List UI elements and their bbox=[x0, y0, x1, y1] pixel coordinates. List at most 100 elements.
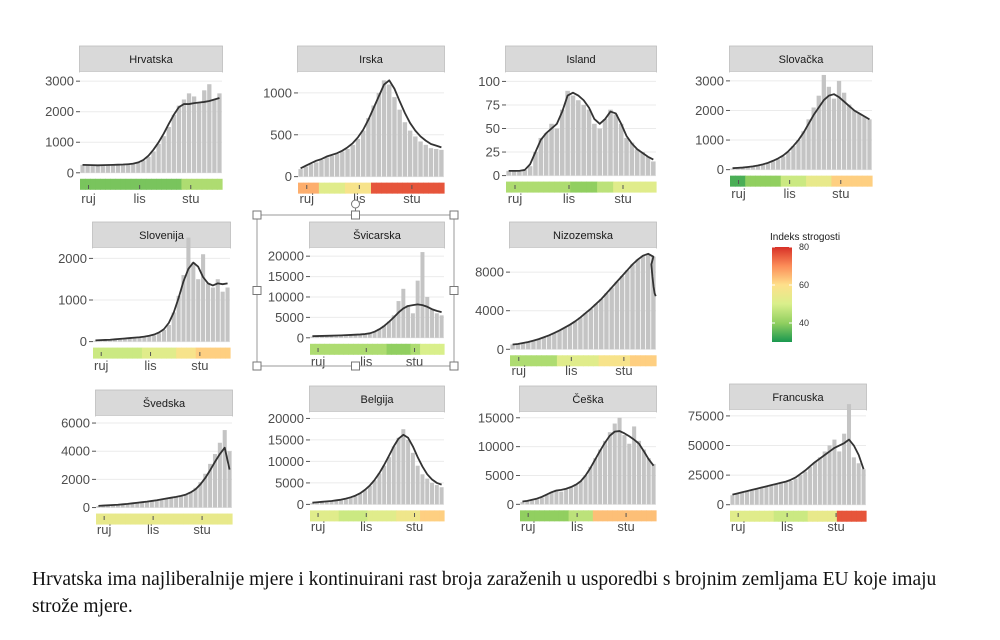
daily-cases-bar bbox=[510, 344, 515, 350]
stringency-cell bbox=[137, 347, 143, 359]
rotate-handle[interactable] bbox=[351, 199, 360, 209]
daily-cases-bar bbox=[205, 283, 211, 342]
daily-cases-bar bbox=[439, 149, 444, 177]
y-tick-label: 0 bbox=[717, 497, 724, 512]
stringency-cell bbox=[581, 181, 587, 193]
daily-cases-bar bbox=[215, 279, 220, 342]
daily-cases-bar bbox=[522, 169, 528, 176]
stringency-cell bbox=[225, 347, 231, 359]
stringency-cell bbox=[215, 347, 221, 359]
stringency-cell bbox=[183, 513, 189, 525]
stringency-cell bbox=[429, 510, 436, 522]
stringency-cell bbox=[206, 178, 213, 190]
daily-cases-bar bbox=[812, 462, 818, 505]
stringency-cell bbox=[598, 355, 605, 367]
stringency-cell bbox=[783, 510, 789, 522]
stringency-cell bbox=[790, 175, 797, 187]
daily-cases-bar bbox=[803, 471, 808, 505]
stringency-cell bbox=[386, 182, 393, 194]
facet-island: Island 0 25 50 75 100 ruj lis stu bbox=[478, 45, 657, 206]
stringency-cell bbox=[360, 182, 367, 194]
daily-cases-bar bbox=[651, 463, 656, 505]
stringency-cell bbox=[338, 343, 345, 355]
stringency-cell bbox=[650, 355, 657, 367]
daily-cases-bar bbox=[141, 160, 146, 173]
daily-cases-bar bbox=[186, 237, 191, 342]
x-tick-label: stu bbox=[615, 363, 632, 378]
stringency-cell bbox=[623, 181, 630, 193]
stringency-cell bbox=[146, 347, 153, 359]
stringency-cell bbox=[141, 347, 148, 359]
daily-cases-bar bbox=[207, 84, 212, 173]
daily-cases-bar bbox=[755, 165, 761, 170]
stringency-cell bbox=[622, 510, 628, 522]
trend-line bbox=[732, 93, 870, 170]
daily-cases-bar bbox=[310, 503, 315, 505]
resize-handle[interactable] bbox=[252, 210, 262, 220]
daily-cases-bar bbox=[593, 458, 598, 505]
x-tick-label: stu bbox=[403, 191, 420, 206]
daily-cases-bar bbox=[554, 128, 560, 176]
stringency-cell bbox=[386, 343, 392, 355]
stringency-cell bbox=[597, 181, 604, 193]
daily-cases-bar bbox=[842, 433, 847, 505]
stringency-cell bbox=[200, 347, 207, 359]
resize-handle[interactable] bbox=[351, 361, 360, 371]
daily-cases-bar bbox=[166, 126, 171, 173]
stringency-cell bbox=[798, 510, 804, 522]
daily-cases-bar bbox=[225, 287, 230, 342]
resize-handle[interactable] bbox=[252, 361, 262, 371]
daily-cases-bar bbox=[350, 144, 355, 177]
daily-cases-bar bbox=[624, 137, 629, 176]
daily-cases-bar bbox=[188, 492, 193, 508]
stringency-cell bbox=[614, 355, 621, 367]
stringency-cell bbox=[319, 343, 325, 355]
stringency-cell bbox=[400, 343, 407, 355]
daily-cases-bar bbox=[181, 99, 187, 173]
facet-title: Belgija bbox=[360, 394, 394, 406]
trend-line bbox=[98, 446, 231, 507]
daily-cases-bar bbox=[846, 404, 852, 505]
resize-handle[interactable] bbox=[351, 210, 360, 220]
daily-cases-bar bbox=[382, 465, 387, 505]
stringency-cell bbox=[415, 343, 421, 355]
stringency-cell bbox=[156, 178, 162, 190]
stringency-cell bbox=[324, 510, 330, 522]
stringency-cell bbox=[112, 347, 119, 359]
selection-frame[interactable] bbox=[252, 199, 459, 371]
daily-cases-bar bbox=[391, 446, 396, 505]
stringency-cell bbox=[350, 182, 356, 194]
stringency-cell bbox=[522, 181, 529, 193]
trend-line bbox=[522, 430, 655, 503]
stringency-cell bbox=[227, 513, 233, 525]
daily-cases-bar bbox=[371, 105, 376, 177]
daily-cases-bar bbox=[324, 501, 329, 505]
y-tick-label: 8000 bbox=[475, 265, 504, 280]
daily-cases-bar bbox=[166, 324, 171, 342]
resize-handle[interactable] bbox=[449, 361, 459, 371]
resize-handle[interactable] bbox=[449, 286, 459, 295]
stringency-cell bbox=[308, 182, 315, 194]
stringency-cell bbox=[405, 343, 412, 355]
daily-cases-bar bbox=[345, 149, 350, 177]
stringency-cell bbox=[525, 355, 532, 367]
daily-cases-bar bbox=[788, 481, 793, 505]
stringency-cell bbox=[415, 510, 421, 522]
stringency-cell bbox=[339, 182, 346, 194]
daily-cases-bar bbox=[106, 505, 111, 508]
resize-handle[interactable] bbox=[449, 210, 459, 220]
stringency-cell bbox=[191, 178, 198, 190]
daily-cases-bar bbox=[832, 439, 837, 505]
daily-cases-bar bbox=[360, 130, 366, 177]
stringency-cell bbox=[548, 181, 555, 193]
stringency-cell bbox=[543, 181, 550, 193]
x-tick-label: stu bbox=[191, 358, 208, 373]
daily-cases-bar bbox=[583, 313, 588, 350]
daily-cases-bar bbox=[822, 451, 827, 505]
stringency-cell bbox=[527, 181, 534, 193]
resize-handle[interactable] bbox=[252, 286, 262, 295]
stringency-cell bbox=[439, 510, 445, 522]
stringency-cell bbox=[402, 182, 409, 194]
stringency-cell bbox=[201, 178, 208, 190]
stringency-cell bbox=[609, 355, 615, 367]
